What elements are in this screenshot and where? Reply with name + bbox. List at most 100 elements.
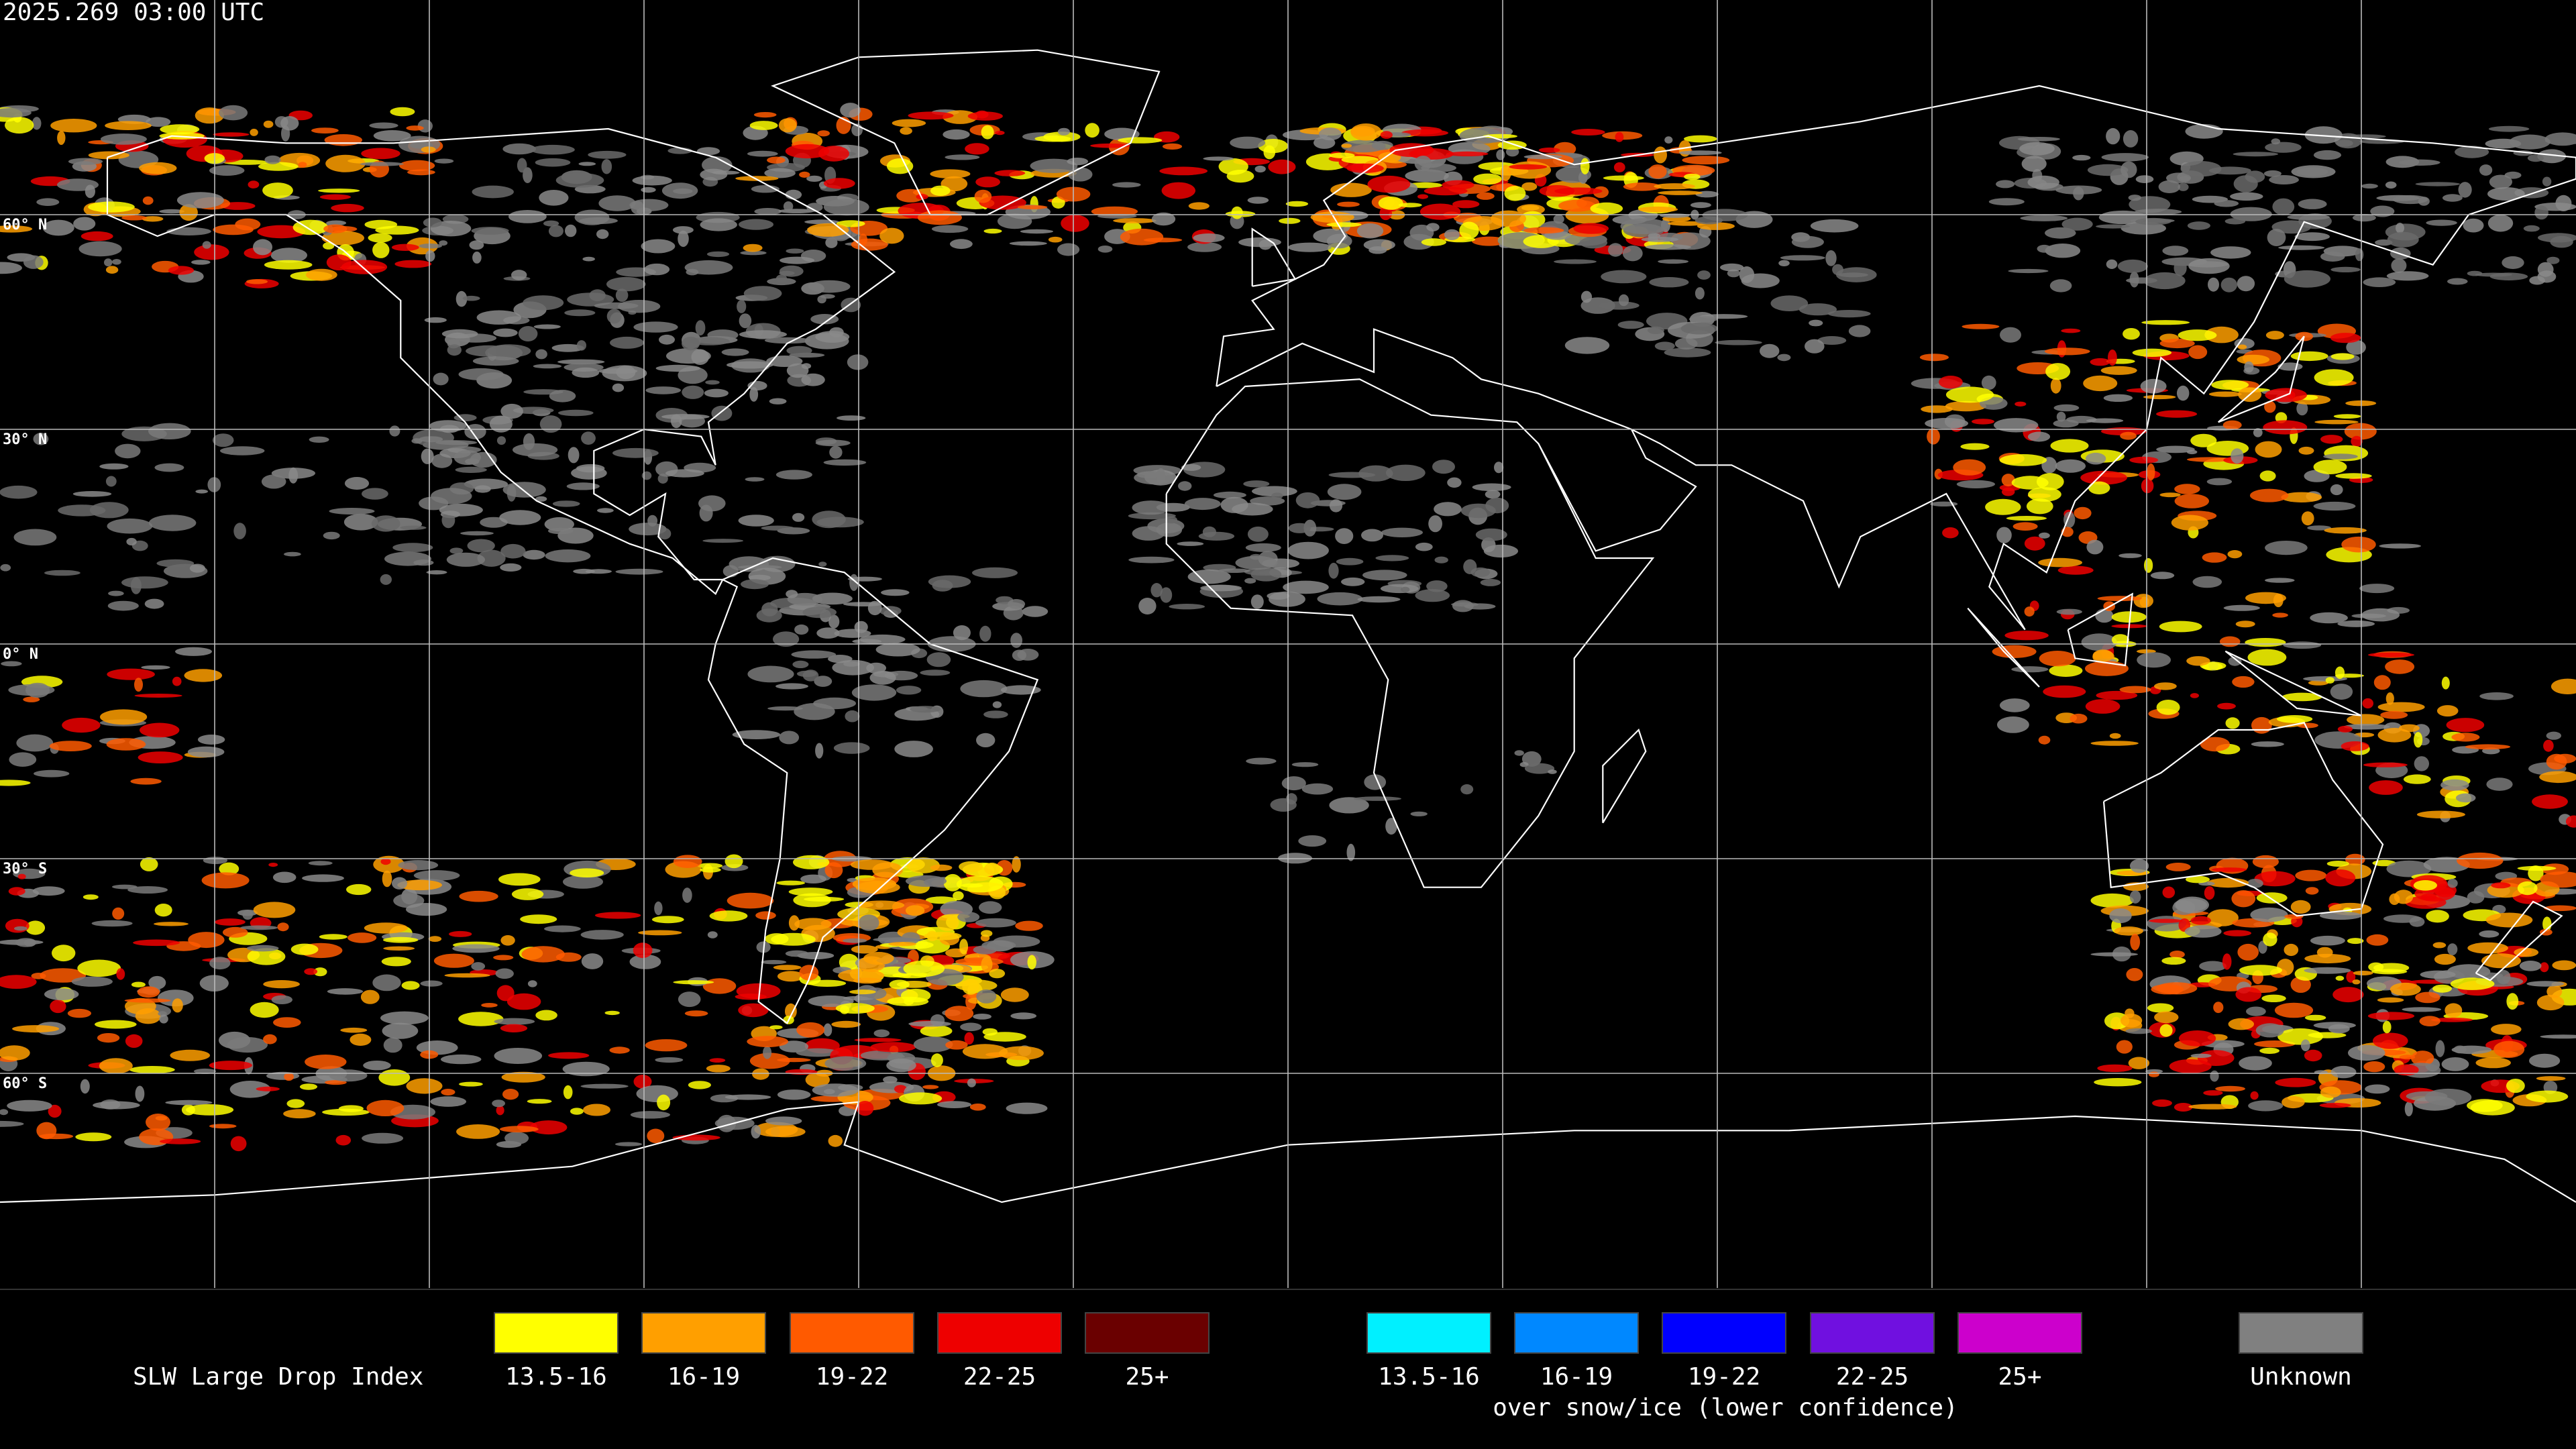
cloud-patch <box>655 1057 684 1063</box>
cloud-patch <box>2463 218 2484 233</box>
cloud-patch <box>1337 201 1360 207</box>
cloud-patch <box>2467 942 2508 954</box>
cloud-patch <box>700 218 737 231</box>
cloud-patch <box>273 1017 301 1028</box>
cloud-patch <box>943 873 962 892</box>
cloud-patch <box>2043 685 2086 698</box>
cloud-patch <box>2159 338 2195 349</box>
cloud-patch <box>2038 735 2051 745</box>
cloud-patch <box>740 579 769 590</box>
cloud-patch <box>1015 920 1043 931</box>
cloud-patch <box>2282 1095 2305 1109</box>
cloud-patch <box>1684 135 1717 143</box>
cloud-patch <box>34 769 70 777</box>
legend-label: 25+ <box>1125 1363 1169 1391</box>
cloud-patch <box>469 240 484 250</box>
cloud-patch <box>399 160 435 172</box>
cloud-patch <box>2247 879 2263 888</box>
cloud-patch <box>2263 420 2308 435</box>
cloud-patch <box>2235 987 2262 1002</box>
cloud-patch <box>511 270 527 280</box>
cloud-patch <box>2237 943 2259 961</box>
cloud-patch <box>641 239 676 254</box>
cloud-patch <box>2137 652 2171 668</box>
cloud-patch <box>983 1032 1026 1042</box>
cloud-patch <box>1177 541 1204 546</box>
cloud-patch <box>2232 676 2255 688</box>
cloud-patch <box>2294 232 2330 241</box>
cloud-patch <box>2080 470 2127 485</box>
cloud-patch <box>2161 957 2186 965</box>
cloud-patch <box>745 477 765 482</box>
cloud-patch <box>2300 1039 2310 1052</box>
cloud-patch <box>673 188 693 195</box>
cloud-patch <box>49 741 92 751</box>
cloud-patch <box>2143 272 2186 290</box>
cloud-patch <box>372 241 390 258</box>
cloud-patch <box>2301 511 2314 526</box>
cloud-patch <box>1580 290 1593 303</box>
cloud-patch <box>563 875 603 889</box>
cloud-patch <box>777 1089 811 1100</box>
cloud-patch <box>1090 143 1130 148</box>
cloud-patch <box>2223 930 2251 936</box>
cloud-patch <box>1330 182 1372 197</box>
cloud-patch <box>896 189 925 203</box>
cloud-patch <box>793 855 830 869</box>
cloud-patch <box>284 1073 294 1081</box>
cloud-patch <box>2506 993 2519 1010</box>
cloud-patch <box>937 1101 971 1108</box>
cloud-patch <box>2256 892 2288 904</box>
cloud-patch <box>156 559 195 568</box>
cloud-patch <box>168 266 195 275</box>
cloud-patch <box>401 981 420 990</box>
cloud-patch <box>89 502 129 519</box>
snow-note: over snow/ice (lower confidence) <box>1493 1394 1958 1421</box>
cloud-patch <box>1187 569 1231 584</box>
cloud-patch <box>775 274 788 283</box>
cloud-patch <box>779 731 800 745</box>
cloud-patch <box>99 1058 133 1074</box>
cloud-patch <box>2532 794 2568 809</box>
cloud-patch <box>447 344 462 356</box>
cloud-patch <box>446 552 486 567</box>
cloud-patch <box>2491 882 2511 889</box>
cloud-patch <box>1184 498 1221 511</box>
cloud-patch <box>378 1069 411 1086</box>
cloud-patch <box>1361 529 1383 542</box>
cloud-patch <box>2544 138 2576 144</box>
cloud-patch <box>458 368 504 381</box>
cloud-patch <box>2313 501 2356 511</box>
cloud-patch <box>172 998 183 1013</box>
cloud-patch <box>2373 1032 2408 1049</box>
cloud-patch <box>500 935 515 946</box>
cloud-patch <box>973 1014 991 1020</box>
cloud-patch <box>630 1111 671 1119</box>
cloud-patch <box>481 1003 498 1008</box>
cloud-patch <box>2246 1006 2266 1016</box>
cloud-patch <box>1017 205 1048 210</box>
cloud-patch <box>721 348 749 356</box>
cloud-patch <box>329 508 375 515</box>
cloud-patch <box>2367 1012 2415 1020</box>
cloud-patch <box>1298 835 1327 847</box>
cloud-patch <box>2345 853 2365 866</box>
cloud-patch <box>1009 241 1047 246</box>
cloud-patch <box>981 930 993 937</box>
cloud-patch <box>2519 961 2542 971</box>
cloud-patch <box>2296 401 2308 416</box>
cloud-patch <box>2283 641 2322 649</box>
cloud-patch <box>73 217 96 231</box>
cloud-patch <box>544 517 574 532</box>
cloud-patch <box>2021 156 2047 172</box>
cloud-patch <box>441 329 478 339</box>
cloud-patch <box>2540 1034 2576 1039</box>
cloud-patch <box>1132 500 1171 515</box>
cloud-patch <box>2330 1065 2357 1079</box>
cloud-patch <box>1270 798 1297 812</box>
cloud-patch <box>2542 176 2552 186</box>
legend-swatch <box>641 1312 766 1354</box>
cloud-patch <box>2290 351 2328 362</box>
cloud-patch <box>186 1104 234 1116</box>
cloud-patch <box>755 911 776 920</box>
